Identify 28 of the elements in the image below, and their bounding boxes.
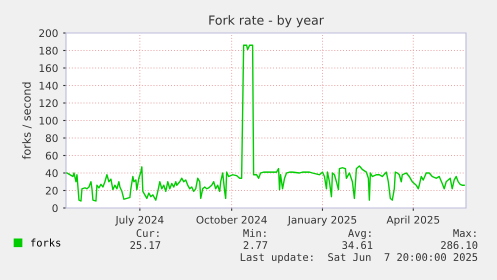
y-tick-label: 40 [46,169,58,178]
y-axis-title: forks / second [22,82,32,160]
text: Avg: [348,229,370,240]
text: 2.77 [244,241,268,249]
y-tick-label: 60 [46,152,58,160]
text: 25.17 [130,241,160,250]
y-tick-label: 20 [46,186,58,195]
text: Cur: [136,229,158,238]
x-tick-label: January 2025 [287,216,356,226]
line-series [66,44,465,202]
y-tick-label: 0 [52,204,58,212]
y-tick-label: 200 [39,29,58,38]
text: Max: [453,229,476,238]
text: Last update: Sat Jun 7 20:00:00 2025 [240,252,478,264]
y-tick-label: 140 [40,82,58,90]
y-tick-label: 100 [40,116,58,125]
text: 286.10 [441,241,478,250]
x-tick-label: October 2024 [196,216,267,224]
y-tick-label: 80 [46,134,58,142]
text: Min: [243,228,266,237]
legend-label: forks [30,238,60,247]
y-tick-label: 160 [40,64,58,72]
y-tick-label: 180 [40,46,58,55]
text: 34.61 [342,241,372,250]
x-tick-label: July 2024 [115,216,164,226]
chart-title: Fork rate - by year [209,15,324,28]
y-tick-label: 120 [40,99,58,108]
x-tick-label: April 2025 [386,216,440,226]
